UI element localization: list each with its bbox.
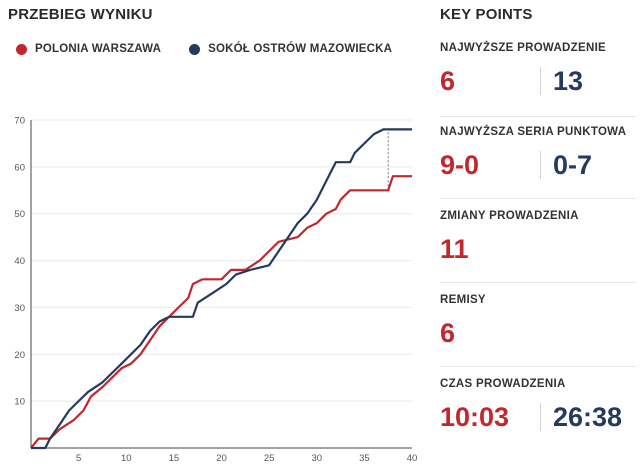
y-tick-label: 20 xyxy=(14,350,25,361)
y-tick-label: 60 xyxy=(14,162,25,173)
key-point-label: REMISY xyxy=(440,294,486,306)
key-point-longest-run: NAJWYŻSZA SERIA PUNKTOWA 9-0 0-7 xyxy=(440,126,636,180)
key-point-home-value: 9-0 xyxy=(440,150,480,180)
divider xyxy=(440,366,636,367)
y-tick-label: 10 xyxy=(14,397,25,408)
y-tick-label: 70 xyxy=(14,116,25,127)
key-point-home-value: 10:03 xyxy=(440,402,510,432)
key-point-home-value: 6 xyxy=(440,318,456,348)
x-tick-label: 5 xyxy=(76,453,81,464)
legend-swatch-home xyxy=(16,43,27,55)
value-separator xyxy=(540,403,541,431)
y-tick-label: 40 xyxy=(14,256,25,267)
x-tick-label: 15 xyxy=(169,453,180,464)
key-point-label: NAJWYŻSZA SERIA PUNKTOWA xyxy=(440,126,627,138)
key-point-ties: REMISY 6 xyxy=(440,294,636,348)
y-tick-label: 30 xyxy=(14,303,25,314)
x-tick-label: 35 xyxy=(359,453,370,464)
x-tick-label: 30 xyxy=(311,453,322,464)
key-point-away-value: 13 xyxy=(553,66,584,96)
key-point-away-value: 26:38 xyxy=(553,402,623,432)
legend-label-home: POLONIA WARSZAWA xyxy=(35,43,162,55)
legend-item-home: POLONIA WARSZAWA xyxy=(16,43,161,55)
legend-item-away: SOKÓŁ OSTRÓW MAZOWIECKA xyxy=(189,43,392,55)
divider xyxy=(440,198,636,199)
score-progression-chart: 10 20 30 40 50 60 70 5 10 15 20 25 30 35 40 xyxy=(14,116,418,465)
key-point-label: CZAS PROWADZENIA xyxy=(440,378,566,390)
key-points-title: KEY POINTS xyxy=(440,6,533,23)
legend-swatch-away xyxy=(189,43,201,55)
x-tick-label: 10 xyxy=(121,453,132,464)
chart-legend: POLONIA WARSZAWA SOKÓŁ OSTRÓW MAZOWIECKA xyxy=(16,43,392,55)
key-point-largest-lead: NAJWYŻSZE PROWADZENIE 6 13 xyxy=(440,42,636,96)
legend-label-away: SOKÓŁ OSTRÓW MAZOWIECKA xyxy=(208,43,393,55)
chart-title: PRZEBIEG WYNIKU xyxy=(8,6,153,23)
divider xyxy=(440,116,636,117)
key-point-label: NAJWYŻSZE PROWADZENIE xyxy=(440,42,607,54)
key-point-label: ZMIANY PROWADZENIA xyxy=(440,210,579,222)
x-tick-label: 40 xyxy=(407,453,418,464)
key-point-home-value: 11 xyxy=(440,234,469,264)
y-tick-label: 50 xyxy=(14,209,25,220)
key-point-time-leading: CZAS PROWADZENIA 10:03 26:38 xyxy=(440,378,636,432)
value-separator xyxy=(540,151,541,179)
value-separator xyxy=(540,67,541,95)
series-line-home xyxy=(30,175,412,449)
x-tick-label: 25 xyxy=(264,453,275,464)
key-point-home-value: 6 xyxy=(440,66,456,96)
divider xyxy=(440,282,636,283)
x-tick-label: 20 xyxy=(216,453,227,464)
series-line-away xyxy=(31,128,412,450)
key-point-lead-changes: ZMIANY PROWADZENIA 11 xyxy=(440,210,636,264)
key-point-away-value: 0-7 xyxy=(553,150,593,180)
